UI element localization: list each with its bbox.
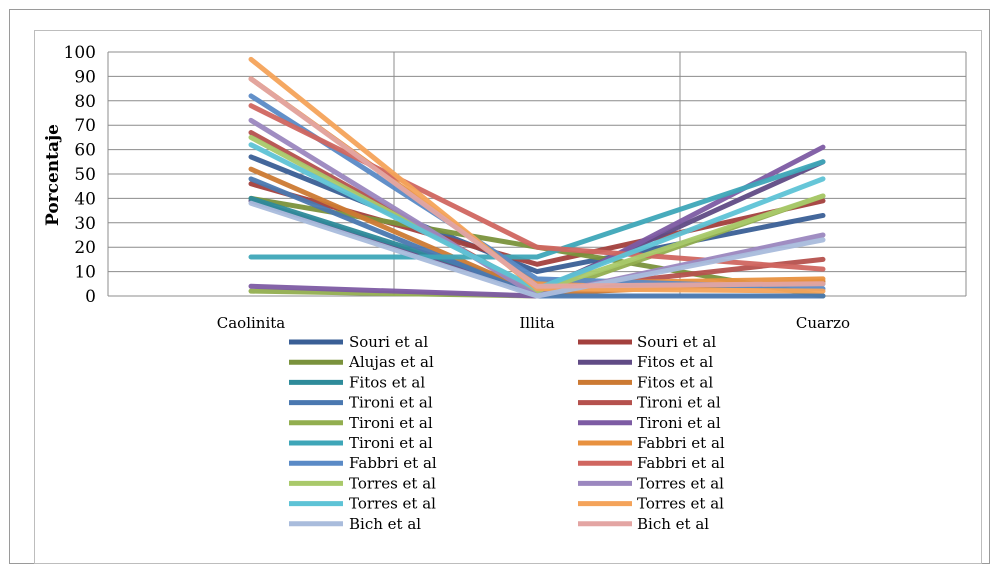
legend-label: Fabbri et al — [637, 454, 725, 472]
chart-area-frame — [34, 30, 982, 564]
legend-item: Tironi et al — [289, 394, 433, 412]
x-category-label: Illita — [519, 314, 554, 332]
x-category-label: Caolinita — [217, 314, 286, 332]
series-line-19 — [248, 200, 826, 299]
chart-frame — [9, 9, 990, 564]
legend-label: Alujas et al — [348, 353, 434, 371]
y-tick-label: 40 — [74, 189, 96, 209]
legend-label: Souri et al — [349, 333, 428, 351]
legend-item: Fitos et al — [289, 373, 425, 391]
legend-item: Tironi et al — [578, 414, 721, 432]
y-tick-label: 60 — [74, 141, 96, 161]
series-line-20 — [248, 76, 826, 289]
legend-label: Torres et al — [349, 474, 436, 492]
legend-label: Fabbri et al — [349, 454, 437, 472]
y-tick-label: 10 — [74, 263, 96, 283]
legend-item: Alujas et al — [289, 353, 434, 371]
legend-label: Tironi et al — [637, 414, 721, 432]
legend-label: Fitos et al — [349, 373, 425, 391]
legend-item: Souri et al — [578, 333, 716, 351]
series-line-14 — [248, 103, 826, 272]
y-axis-ticks: 0 10 20 30 40 50 60 70 80 90 100 — [64, 43, 96, 307]
legend-item: Tironi et al — [289, 414, 433, 432]
y-tick-label: 20 — [74, 238, 96, 258]
legend-label: Souri et al — [637, 333, 716, 351]
legend-item: Fitos et al — [578, 373, 713, 391]
legend-item: Torres et al — [578, 474, 724, 492]
legend-item: Tironi et al — [289, 434, 433, 452]
y-tick-label: 50 — [74, 165, 96, 185]
legend-label: Torres et al — [637, 495, 724, 513]
y-tick-label: 90 — [74, 67, 96, 87]
legend-label: Torres et al — [349, 495, 436, 513]
legend-label: Fitos et al — [637, 353, 713, 371]
legend-label: Tironi et al — [349, 414, 433, 432]
legend-item: Torres et al — [289, 474, 436, 492]
legend-label: Tironi et al — [349, 434, 433, 452]
y-tick-label: 80 — [74, 92, 96, 112]
y-tick-label: 30 — [74, 214, 96, 234]
legend-label: Fitos et al — [637, 373, 713, 391]
legend-item: Souri et al — [289, 333, 428, 351]
series-line-11 — [248, 159, 826, 260]
legend-item: Bich et al — [289, 515, 421, 533]
legend-label: Bich et al — [349, 515, 421, 533]
legend-label: Bich et al — [637, 515, 709, 533]
legend: Souri et al Souri et al Alujas et al Fitos … — [289, 333, 725, 533]
legend-label: Tironi et al — [637, 394, 721, 412]
x-category-label: Cuarzo — [796, 314, 850, 332]
y-tick-label: 100 — [64, 43, 96, 63]
legend-item: Tironi et al — [578, 394, 721, 412]
y-tick-label: 0 — [85, 287, 96, 307]
legend-label: Fabbri et al — [637, 434, 725, 452]
y-axis-label: Porcentaje — [43, 124, 63, 226]
legend-item: Bich et al — [578, 515, 709, 533]
legend-item: Fitos et al — [578, 353, 713, 371]
legend-label: Tironi et al — [349, 394, 433, 412]
legend-item: Torres et al — [578, 495, 724, 513]
x-axis-categories: Caolinita Illita Cuarzo — [217, 314, 850, 332]
legend-item: Fabbri et al — [578, 434, 725, 452]
legend-item: Fabbri et al — [289, 454, 437, 472]
series-lines — [248, 56, 826, 299]
legend-item: Fabbri et al — [578, 454, 725, 472]
legend-label: Torres et al — [637, 474, 724, 492]
legend-item: Torres et al — [289, 495, 436, 513]
y-tick-label: 70 — [74, 116, 96, 136]
